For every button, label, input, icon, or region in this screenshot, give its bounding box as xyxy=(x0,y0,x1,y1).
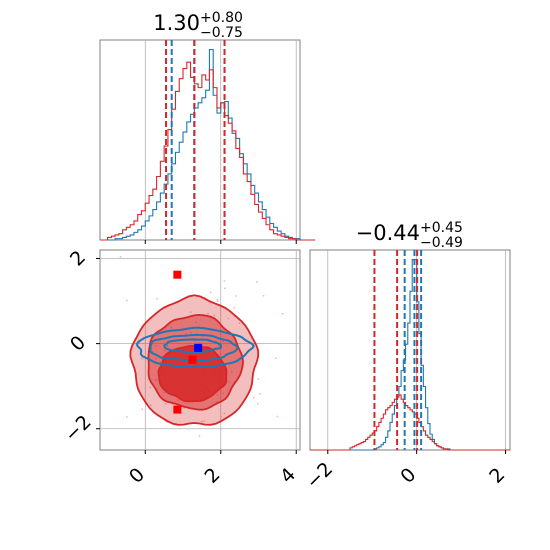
x-tick-label: 0 xyxy=(125,464,149,488)
sample-point xyxy=(223,280,226,282)
sample-point xyxy=(224,287,226,290)
contour-frame xyxy=(99,249,301,451)
sample-point xyxy=(238,322,241,325)
sample-point xyxy=(274,357,277,360)
sample-point xyxy=(198,435,201,438)
histogram-param1-title-plus: +0.80 xyxy=(200,10,243,26)
x-tick-label: 0 xyxy=(396,464,420,488)
histogram-step-series_b xyxy=(100,61,316,241)
sample-point xyxy=(213,314,216,317)
sample-point xyxy=(149,386,152,389)
histogram-step-series_a xyxy=(310,258,510,451)
contour-a-outer xyxy=(135,326,255,369)
x-tick-label: −2 xyxy=(302,458,337,493)
contour-panel: 0 2 4 2 0 −2 xyxy=(60,242,335,488)
sample-point xyxy=(189,311,192,314)
sample-point xyxy=(227,317,230,320)
truth-marker xyxy=(194,343,203,352)
sample-point xyxy=(257,378,260,380)
histogram-step-series_b xyxy=(310,394,510,451)
histogram-step-series_a xyxy=(100,48,316,241)
sample-point xyxy=(200,420,203,423)
sample-point xyxy=(156,297,158,300)
sample-point xyxy=(141,408,144,411)
sample-point xyxy=(119,256,122,258)
histogram-param1-panel: 1.30 +0.80 −0.75 xyxy=(99,10,316,244)
sample-point xyxy=(141,357,144,360)
sample-point xyxy=(223,412,226,415)
histogram-param1-title-value: 1.30 xyxy=(153,11,200,35)
sample-point xyxy=(125,415,128,418)
y-tick-label: 2 xyxy=(66,246,90,270)
histogram-param2-frame xyxy=(309,249,511,451)
sample-point xyxy=(209,291,212,294)
sample-point xyxy=(216,300,219,303)
point-marker xyxy=(173,405,182,414)
point-marker xyxy=(173,270,182,279)
sample-point xyxy=(220,415,223,418)
histogram-param2-title-minus: −0.49 xyxy=(420,235,463,251)
histogram-param1-title: 1.30 xyxy=(153,11,200,35)
histogram-param2-panel: −2 0 2 −0.44 +0.45 −0.49 xyxy=(302,220,511,493)
y-tick-label: −2 xyxy=(60,411,95,446)
contour-a-inner xyxy=(163,338,223,354)
sample-point xyxy=(164,402,167,405)
sample-point xyxy=(252,396,255,399)
sample-point xyxy=(256,402,259,405)
sample-point xyxy=(233,306,236,309)
x-tick-label: 2 xyxy=(485,464,509,488)
x-tick-label: 4 xyxy=(276,464,300,488)
histogram-param1-frame xyxy=(99,39,301,241)
histogram-param1-title-minus: −0.75 xyxy=(200,25,243,41)
y-tick-label: 0 xyxy=(66,332,90,356)
x-tick-label: 2 xyxy=(200,464,224,488)
sample-point xyxy=(216,298,219,301)
sample-point xyxy=(207,312,209,315)
sample-point xyxy=(276,415,279,418)
sample-point xyxy=(281,312,284,315)
sample-point xyxy=(234,295,237,297)
sample-point xyxy=(175,242,177,244)
sample-point xyxy=(333,347,335,349)
sample-point xyxy=(125,299,128,302)
sample-point xyxy=(203,420,206,423)
sample-point xyxy=(258,392,261,395)
histogram-param2-title-value: −0.44 xyxy=(356,221,420,245)
histogram-param2-title: −0.44 xyxy=(356,221,420,245)
sample-point xyxy=(149,404,152,406)
contour-a-middle xyxy=(149,334,239,362)
histogram-param2-title-plus: +0.45 xyxy=(420,220,463,236)
sample-point xyxy=(262,294,265,297)
point-marker xyxy=(188,355,197,364)
sample-point xyxy=(256,281,258,284)
